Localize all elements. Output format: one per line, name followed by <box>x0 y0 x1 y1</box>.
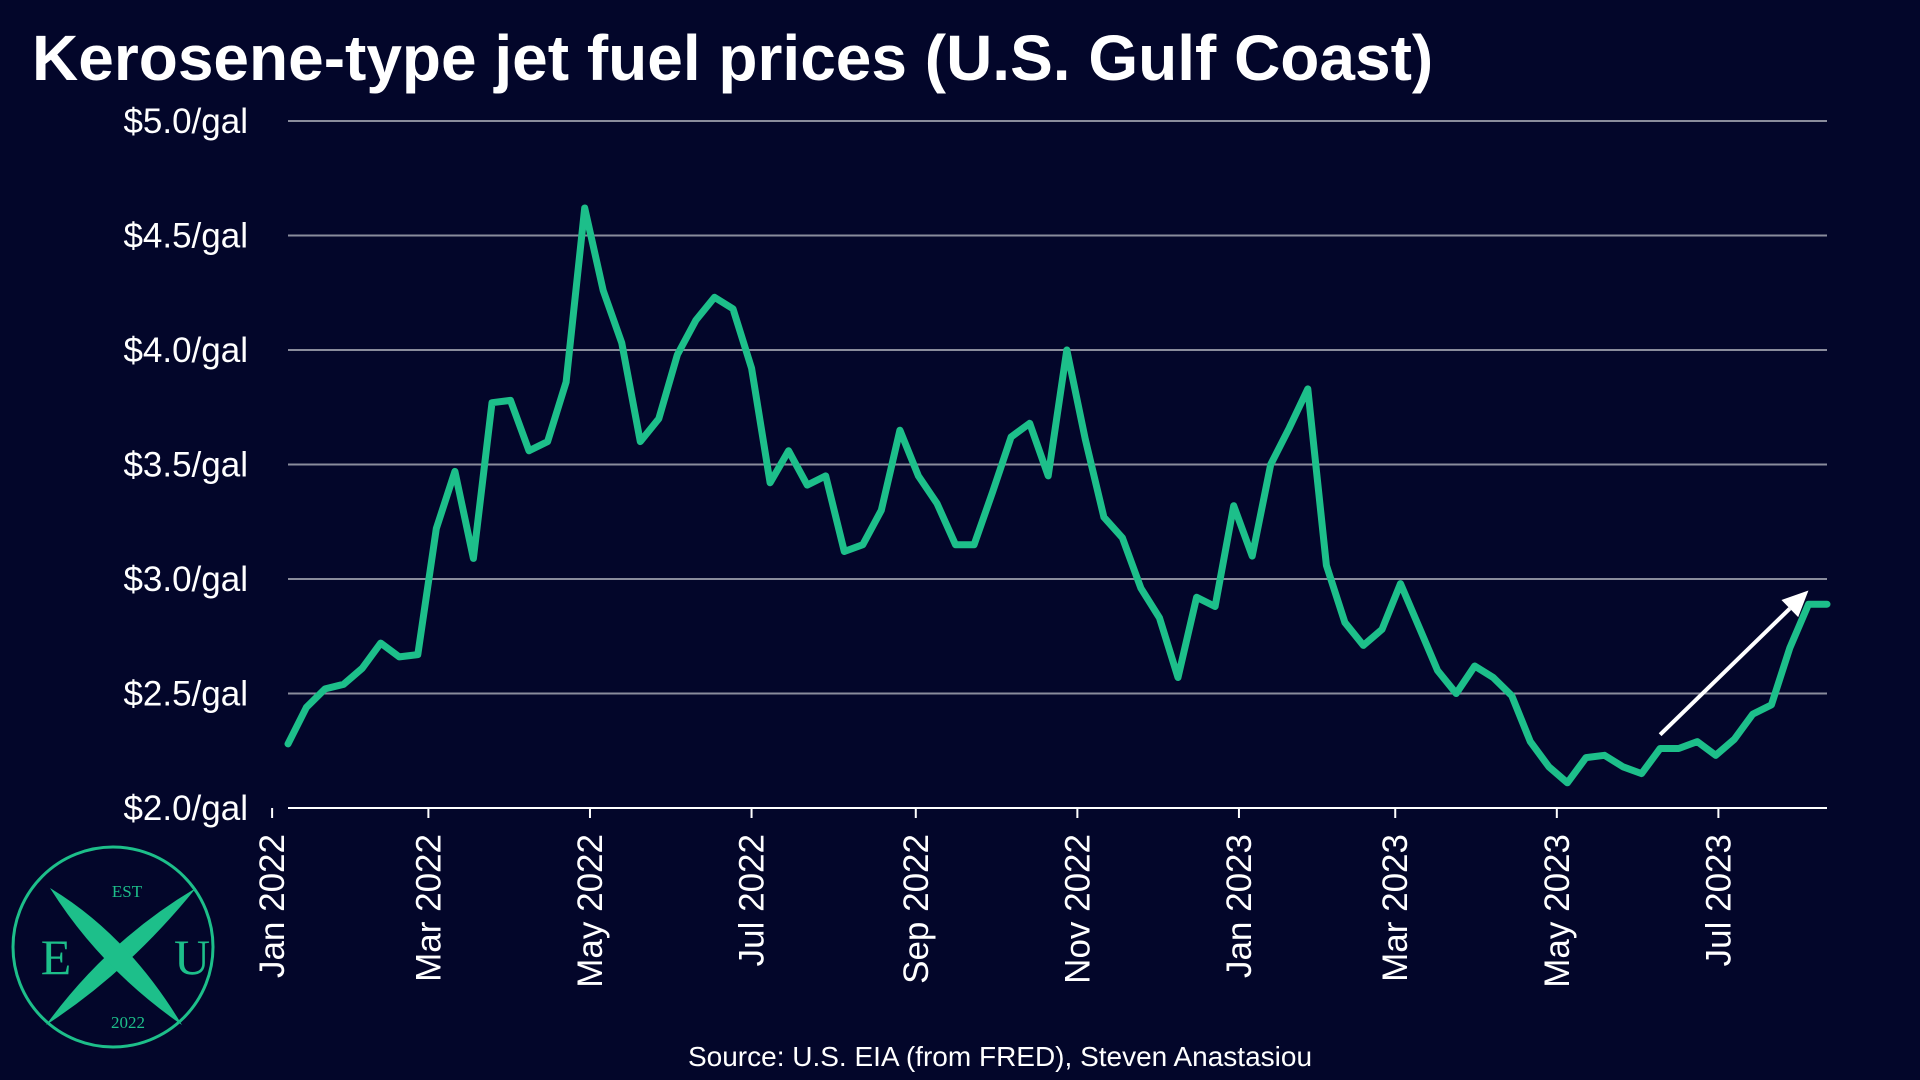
x-tick-label: May 2022 <box>571 834 610 988</box>
gridlines <box>288 120 1827 695</box>
x-tick-label: Mar 2022 <box>409 834 448 982</box>
x-tick-label: Jul 2023 <box>1699 834 1738 966</box>
y-tick-label: $2.5/gal <box>123 675 248 714</box>
x-tick-label: Mar 2023 <box>1376 834 1415 982</box>
logo-u-letter: U <box>174 929 210 985</box>
x-tick-label: Sep 2022 <box>897 834 936 984</box>
trend-arrow-annotation <box>1658 590 1809 737</box>
arrow-shaft <box>1658 607 1792 737</box>
source-note: Source: U.S. EIA (from FRED), Steven Ana… <box>688 1041 1312 1072</box>
x-tick-label: Jan 2022 <box>253 834 292 978</box>
series-layer <box>284 204 1831 787</box>
jet-fuel-price-line <box>284 204 1831 787</box>
x-tick-label: May 2023 <box>1538 834 1577 988</box>
x-tick-label: Jul 2022 <box>733 834 772 966</box>
logo-year-text: 2022 <box>111 1013 145 1032</box>
y-tick-label: $3.0/gal <box>123 560 248 599</box>
logo-blade <box>50 888 182 1025</box>
y-tick-label: $4.0/gal <box>123 331 248 370</box>
logo-ring <box>11 845 215 1049</box>
logo-e-letter: E <box>41 929 72 985</box>
x-axis: Jan 2022 Mar 2022 May 2022 Jul 2022 Sep 2022… <box>253 807 1827 988</box>
y-tick-label: $5.0/gal <box>123 102 248 141</box>
y-tick-label: $3.5/gal <box>123 446 248 485</box>
chart-title: Kerosene-type jet fuel prices (U.S. Gulf… <box>32 22 1433 94</box>
x-tick-label: Nov 2022 <box>1058 834 1097 984</box>
arrow-head <box>1781 590 1809 618</box>
x-tick-label: Jan 2023 <box>1220 834 1259 978</box>
logo-emblem: EST E U 2022 <box>11 845 215 1049</box>
y-axis-ticks: $2.0/gal $2.5/gal $3.0/gal $3.5/gal $4.0/gal… <box>123 102 248 828</box>
y-tick-label: $2.0/gal <box>123 789 248 828</box>
logo-est-text: EST <box>112 882 143 901</box>
y-tick-label: $4.5/gal <box>123 217 248 256</box>
